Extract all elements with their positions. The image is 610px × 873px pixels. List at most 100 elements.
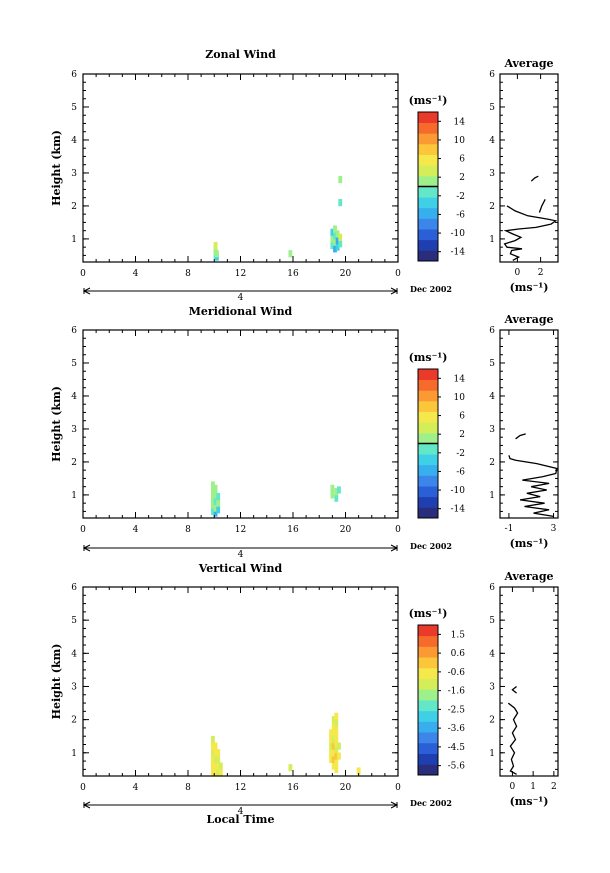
panel-title: Vertical Wind [198, 562, 283, 575]
profile-frame [499, 73, 559, 263]
colorbar-tick-label: 6 [459, 155, 465, 165]
colorbar-swatch [418, 496, 438, 508]
x-axis-label: Local Time [207, 813, 275, 826]
profile-x-tick-label: 2 [551, 782, 557, 792]
day-arrow-left [82, 801, 91, 809]
x-tick-label: 0 [80, 783, 86, 793]
colorbar-swatch [418, 710, 438, 722]
plot-frame [82, 329, 399, 519]
data-cell [329, 749, 333, 757]
data-cell [337, 742, 341, 750]
data-cell [333, 232, 337, 240]
y-tick-label: 1 [71, 749, 77, 759]
data-cell [211, 507, 215, 516]
profile-x-tick-label: 1 [530, 782, 536, 792]
data-cell [213, 755, 218, 764]
profile-x-label: (ms⁻¹) [510, 795, 549, 808]
profile-title: Average [503, 57, 553, 70]
data-cell [330, 491, 335, 499]
colorbar-swatch [418, 646, 438, 658]
y-tick-label: 2 [71, 202, 77, 212]
x-tick-label: 0 [395, 783, 401, 793]
colorbar-swatch [418, 154, 438, 166]
colorbar-swatch [418, 486, 438, 498]
day-arrow-right [390, 801, 399, 809]
profile-y-tick-label: 5 [489, 616, 495, 626]
colorbar-swatch [418, 133, 438, 145]
data-cell [331, 755, 336, 764]
colorbar-swatch [418, 625, 438, 637]
colorbar-tick-label: -1.6 [448, 687, 466, 697]
profile-y-tick-label: 1 [489, 749, 495, 759]
colorbar-swatch [418, 369, 438, 381]
y-tick-label: 6 [71, 583, 77, 593]
x-tick-label: 0 [395, 269, 401, 279]
plot-frame [82, 586, 399, 777]
colorbar-swatch [418, 667, 438, 679]
y-tick-label: 2 [71, 458, 77, 468]
day-arrow-left [82, 544, 91, 552]
x-tick-label: 8 [185, 525, 191, 535]
data-cell [338, 240, 343, 248]
y-tick-label: 4 [71, 649, 77, 659]
profile-line [508, 455, 558, 518]
data-cell [334, 759, 339, 767]
panel-title: Meridional Wind [189, 305, 293, 318]
profile-x-tick-label: 0 [510, 782, 516, 792]
y-tick-label: 1 [71, 491, 77, 501]
colorbar-swatch [418, 700, 438, 712]
colorbar-tick-label: 2 [459, 430, 465, 440]
x-tick-label: 0 [395, 525, 401, 535]
y-axis-label: Height (km) [50, 130, 63, 206]
y-tick-label: 3 [71, 425, 77, 435]
colorbar-swatch [418, 432, 438, 444]
profile-y-tick-label: 1 [489, 235, 495, 245]
data-cell [338, 199, 343, 207]
colorbar-swatch [418, 475, 438, 487]
colorbar-tick-label: -10 [451, 229, 466, 239]
day-label: 4 [238, 293, 244, 303]
date-label: Dec 2002 [410, 541, 452, 551]
day-arrow-left [82, 287, 91, 295]
profile-y-tick-label: 4 [489, 392, 495, 402]
profile-y-tick-label: 2 [489, 202, 495, 212]
data-cell [338, 175, 343, 184]
data-cell [335, 243, 340, 251]
colorbar-swatch [418, 112, 438, 124]
profile-y-tick-label: 6 [489, 326, 495, 336]
data-cell [213, 491, 218, 499]
x-tick-label: 20 [340, 783, 352, 793]
x-tick-label: 20 [340, 525, 352, 535]
profile-x-label: (ms⁻¹) [510, 281, 549, 294]
x-tick-label: 4 [133, 269, 139, 279]
colorbar-tick-label: -4.5 [448, 743, 466, 753]
data-cell [334, 745, 339, 754]
data-cell [330, 241, 335, 250]
data-cell [213, 497, 218, 506]
colorbar-tick-label: 1.5 [451, 630, 466, 640]
data-cell [218, 762, 223, 770]
x-tick-label: 8 [185, 269, 191, 279]
colorbar-unit: (ms⁻¹) [409, 351, 448, 364]
data-cell [335, 230, 340, 238]
y-tick-label: 5 [71, 616, 77, 626]
profile-line [511, 685, 518, 694]
y-tick-label: 3 [71, 169, 77, 179]
data-cell [338, 233, 343, 241]
colorbar-swatch [418, 507, 438, 519]
colorbar-tick-label: -0.6 [448, 668, 466, 678]
data-cell [216, 769, 221, 777]
data-cell [334, 719, 339, 727]
profile-y-tick-label: 2 [489, 716, 495, 726]
colorbar-tick-label: -5.6 [448, 762, 466, 772]
data-cell [288, 250, 293, 258]
profile-y-tick-label: 6 [489, 583, 495, 593]
colorbar-tick-label: 0.6 [451, 649, 466, 659]
profile-line [503, 205, 558, 261]
data-cell [333, 245, 337, 253]
data-cell [334, 739, 339, 747]
colorbar-swatch [418, 207, 438, 219]
data-cell [330, 228, 335, 236]
colorbar-swatch [418, 464, 438, 476]
